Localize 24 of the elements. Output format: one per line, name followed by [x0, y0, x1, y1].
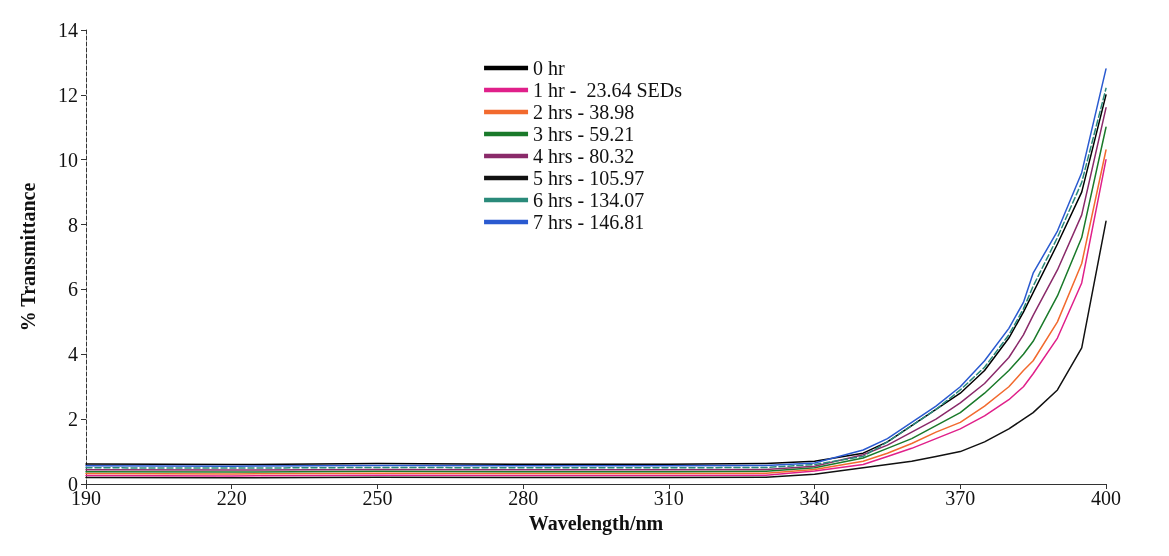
x-tick-label: 370 — [945, 487, 976, 509]
legend-label: 3 hrs - 59.21 — [533, 123, 635, 145]
y-tick-label: 8 — [68, 213, 78, 236]
x-tick-label: 280 — [508, 487, 539, 509]
y-tick-label: 12 — [58, 83, 78, 106]
y-tick-label: 2 — [68, 408, 78, 431]
legend-label: 7 hrs - 146.81 — [533, 211, 645, 233]
y-tick-label: 4 — [68, 343, 78, 366]
x-tick-label: 400 — [1091, 487, 1121, 509]
legend-label: 6 hrs - 134.07 — [533, 189, 645, 211]
y-axis-title: % Transmittance — [17, 182, 39, 332]
legend-label: 5 hrs - 105.97 — [533, 167, 645, 189]
legend-label: 1 hr - 23.64 SEDs — [533, 79, 683, 101]
x-tick-label: 220 — [216, 487, 247, 509]
legend-label: 2 hrs - 38.98 — [533, 101, 635, 123]
y-tick-label: 10 — [58, 148, 78, 171]
y-tick-label: 6 — [68, 278, 78, 301]
legend-label: 4 hrs - 80.32 — [533, 145, 635, 167]
x-axis-title: Wavelength/nm — [528, 511, 664, 535]
legend-label: 0 hr — [533, 57, 566, 79]
x-tick-label: 340 — [799, 487, 830, 509]
y-tick-label: 14 — [58, 19, 78, 41]
x-tick-label: 310 — [653, 487, 684, 509]
x-tick-label: 250 — [362, 487, 393, 509]
